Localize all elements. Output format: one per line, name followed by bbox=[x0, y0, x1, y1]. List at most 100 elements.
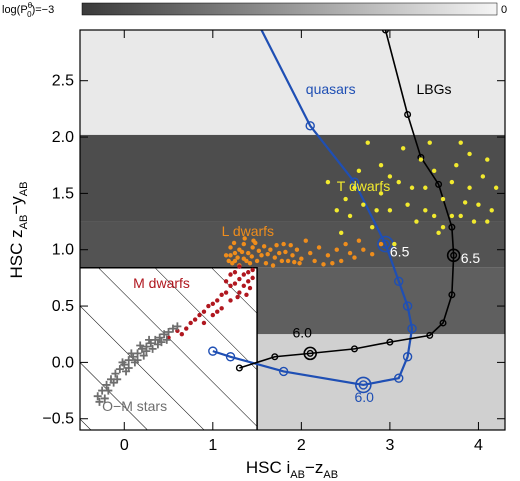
data-point bbox=[281, 241, 286, 247]
data-point bbox=[396, 179, 401, 185]
y-axis-label: HSC zAB−yAB bbox=[7, 182, 30, 279]
plot-frame bbox=[79, 29, 506, 431]
data-point bbox=[136, 341, 145, 350]
data-point bbox=[223, 279, 229, 284]
data-point bbox=[347, 213, 353, 219]
series-marker bbox=[407, 323, 417, 334]
series-marker bbox=[278, 366, 289, 377]
series-marker bbox=[402, 301, 413, 311]
y-tick-label: 1.5 bbox=[52, 185, 74, 202]
data-point bbox=[312, 258, 317, 264]
data-point bbox=[476, 202, 481, 207]
data-point bbox=[458, 140, 463, 145]
colorbar-gradient bbox=[81, 2, 498, 16]
data-point bbox=[405, 202, 410, 207]
series-line bbox=[239, 30, 455, 369]
data-point bbox=[241, 283, 247, 288]
data-point bbox=[215, 309, 220, 314]
data-point bbox=[458, 213, 463, 219]
series-marker bbox=[402, 352, 413, 362]
data-point bbox=[325, 253, 331, 258]
data-point bbox=[365, 140, 370, 145]
data-point bbox=[237, 290, 242, 295]
data-point bbox=[471, 219, 477, 224]
data-point bbox=[104, 386, 113, 395]
series-marker bbox=[426, 331, 434, 339]
data-point bbox=[356, 168, 362, 174]
series-t-dwarfs bbox=[325, 140, 499, 247]
x-tick-label: 1 bbox=[208, 437, 217, 454]
series-m-dwarfs bbox=[166, 264, 255, 340]
data-point bbox=[352, 255, 357, 260]
series-marker bbox=[394, 373, 404, 383]
data-point bbox=[201, 320, 207, 326]
data-point bbox=[338, 230, 344, 236]
series-marker bbox=[439, 319, 447, 327]
data-point bbox=[93, 392, 102, 401]
colorbar: log(Pθ 0)=−3 0 bbox=[2, 1, 507, 19]
series-l-dwarfs bbox=[223, 236, 384, 268]
series-marker bbox=[305, 121, 315, 131]
data-point bbox=[215, 298, 220, 303]
data-point bbox=[232, 250, 238, 256]
data-point bbox=[294, 247, 300, 252]
data-point bbox=[467, 185, 472, 190]
data-point bbox=[153, 340, 162, 349]
data-point bbox=[247, 261, 253, 266]
data-point bbox=[485, 157, 490, 162]
x-tick-label: 4 bbox=[474, 437, 483, 454]
data-point bbox=[352, 185, 357, 190]
data-point bbox=[285, 258, 291, 264]
data-point bbox=[256, 248, 262, 254]
data-point bbox=[145, 335, 154, 344]
data-point bbox=[133, 356, 142, 365]
data-point bbox=[228, 245, 233, 250]
data-point bbox=[250, 245, 255, 250]
data-point bbox=[168, 324, 177, 333]
data-point bbox=[219, 306, 224, 311]
data-point bbox=[334, 247, 339, 252]
data-point bbox=[274, 243, 279, 248]
data-point bbox=[148, 344, 157, 353]
data-point bbox=[109, 378, 118, 387]
series-marker bbox=[450, 251, 458, 259]
redshift-marker bbox=[303, 346, 318, 361]
series-marker bbox=[394, 276, 404, 286]
y-tick-label: 2.0 bbox=[52, 129, 74, 146]
x-tick-label: 3 bbox=[385, 437, 394, 454]
data-point bbox=[206, 303, 211, 309]
redshift-marker bbox=[446, 248, 461, 263]
data-point bbox=[378, 163, 384, 168]
x-tick-label: 0 bbox=[120, 437, 129, 454]
data-point bbox=[277, 250, 282, 256]
data-point bbox=[427, 140, 432, 145]
data-point bbox=[250, 275, 255, 281]
data-point bbox=[449, 213, 455, 219]
data-point bbox=[485, 219, 490, 224]
data-point bbox=[467, 151, 472, 157]
data-point bbox=[250, 267, 255, 273]
data-point bbox=[361, 247, 366, 252]
data-point bbox=[237, 264, 242, 269]
data-point bbox=[423, 208, 428, 213]
data-point bbox=[423, 185, 428, 190]
data-point bbox=[392, 241, 397, 247]
data-point bbox=[100, 394, 109, 403]
data-point bbox=[378, 241, 384, 247]
data-point bbox=[343, 241, 348, 247]
data-point bbox=[210, 312, 216, 318]
series-marker bbox=[208, 346, 218, 356]
x-tick-label: 2 bbox=[297, 437, 306, 454]
data-point bbox=[254, 258, 260, 264]
data-point bbox=[223, 253, 229, 258]
series-marker bbox=[235, 364, 243, 372]
data-point bbox=[297, 261, 302, 266]
series-marker bbox=[271, 353, 279, 361]
data-point bbox=[95, 397, 104, 406]
data-point bbox=[263, 261, 269, 266]
data-point bbox=[162, 335, 171, 344]
data-point bbox=[316, 245, 322, 250]
data-point bbox=[321, 262, 326, 267]
data-point bbox=[164, 327, 173, 336]
